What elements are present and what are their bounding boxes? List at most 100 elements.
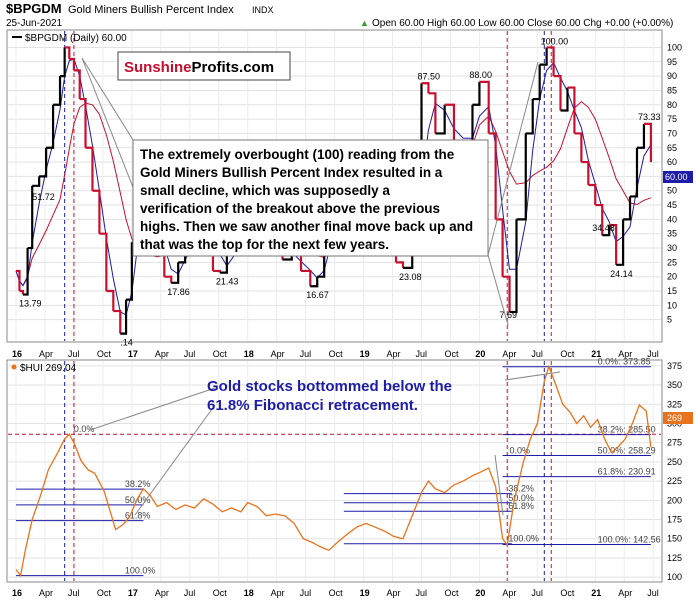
x-tick-label: Jul xyxy=(415,349,427,359)
x-tick-label: Oct xyxy=(560,588,575,598)
x-tick-label: Apr xyxy=(387,349,401,359)
y-tick-label: 150 xyxy=(667,534,682,544)
x-tick-label: 20 xyxy=(475,349,485,359)
value-label: 34.48 xyxy=(592,223,615,233)
y-tick-label: 225 xyxy=(667,476,682,486)
x-tick-label: Jul xyxy=(184,588,196,598)
bp-segment xyxy=(574,132,583,163)
x-tick-label: 17 xyxy=(128,349,138,359)
y-tick-label: 350 xyxy=(667,380,682,390)
x-tick-label: Jul xyxy=(68,349,80,359)
bp-segment xyxy=(495,218,504,277)
fib-label: 50.0% xyxy=(508,493,534,503)
bottom-panel-grid xyxy=(8,361,661,581)
symbol-title: $BPGDM xyxy=(6,1,62,16)
x-tick-label: 18 xyxy=(244,588,254,598)
bp-segment xyxy=(567,86,576,134)
x-tick-label: 17 xyxy=(128,588,138,598)
bp-segment xyxy=(120,299,128,335)
value-label: 7.69 xyxy=(500,310,518,320)
top-legend-label: $BPGDM (Daily) 60.00 xyxy=(25,33,127,44)
y-tick-label: 35 xyxy=(667,229,677,239)
x-tick-label: Oct xyxy=(97,349,112,359)
bottom-current-marker: 269 xyxy=(663,412,693,424)
x-tick-label: Oct xyxy=(97,588,112,598)
value-label: 21.43 xyxy=(216,277,239,287)
bp-segment xyxy=(64,46,71,59)
y-tick-label: 5 xyxy=(667,315,672,325)
current-value-tag xyxy=(663,171,693,183)
bp-segment xyxy=(421,82,430,94)
bottom-panel-x-axis: 16 Apr Jul Oct 17 Apr Jul Oct 18 Apr Jul Oct 19 Apr Ju… xyxy=(12,588,659,598)
bp-segment xyxy=(126,242,133,301)
x-tick-label: Jul xyxy=(68,588,80,598)
x-tick-label: Oct xyxy=(329,349,344,359)
bottom-panel-y-axis: 100125150175200225250275300325350375 xyxy=(667,361,682,582)
fib-label: 61.8%: 230.91 xyxy=(598,467,656,477)
bp-segment xyxy=(532,64,541,101)
bp-segment xyxy=(636,123,646,149)
y-tick-label: 100 xyxy=(667,572,682,582)
y-tick-label: 45 xyxy=(667,200,677,210)
bp-segment xyxy=(60,47,66,78)
bp-segment xyxy=(219,253,228,274)
bottom-legend-label: $HUI 269.04 xyxy=(20,363,77,374)
x-tick-label: Apr xyxy=(502,588,516,598)
y-tick-label: 175 xyxy=(667,515,682,525)
x-tick-label: Jul xyxy=(415,588,427,598)
legend-swatch xyxy=(11,364,17,370)
bp-segment xyxy=(301,269,312,287)
fib-label: 38.2% xyxy=(508,484,534,494)
bp-segment xyxy=(16,269,21,292)
current-value-tag xyxy=(663,412,693,424)
hui-price-line xyxy=(15,364,652,578)
x-tick-label: Jul xyxy=(647,349,659,359)
fib-label: 61.8% xyxy=(508,501,534,511)
top-current-marker: 60.00 xyxy=(663,171,693,183)
bp-segment xyxy=(106,289,115,312)
value-label: 88.00 xyxy=(469,70,492,80)
bp-segment xyxy=(32,176,41,187)
bp-segment xyxy=(553,75,562,111)
bp-segment xyxy=(588,183,597,206)
x-tick-label: Jul xyxy=(647,588,659,598)
y-tick-label: 90 xyxy=(667,71,677,81)
exchange-label: INDX xyxy=(252,5,274,15)
bp-segment xyxy=(488,132,497,220)
bp-segment xyxy=(546,46,555,77)
x-tick-label: 21 xyxy=(591,349,601,359)
bottom-panel-legend: $HUI 269.04 xyxy=(11,363,77,374)
fibonacci-annotation: Gold stocks bottommed below the 61.8% Fib… xyxy=(207,378,452,414)
index-name: Gold Miners Bullish Percent Index xyxy=(68,4,234,16)
y-tick-label: 250 xyxy=(667,457,682,467)
bp-segment xyxy=(22,248,29,296)
value-label: 16.67 xyxy=(306,290,329,300)
fib-label: 61.8% xyxy=(125,511,151,521)
fib-label: 38.2% xyxy=(125,479,151,489)
y-tick-label: 100 xyxy=(667,42,682,52)
x-tick-label: 16 xyxy=(12,588,22,598)
value-label: 24.14 xyxy=(610,269,633,279)
y-tick-label: 40 xyxy=(667,214,677,224)
short-moving-average-line xyxy=(15,58,652,316)
y-tick-label: 125 xyxy=(667,553,682,563)
fib-label: 0.0% xyxy=(510,446,531,456)
bp-segment xyxy=(444,103,456,148)
current-value-text: 60.00 xyxy=(665,172,688,182)
fib-label: 100.0%: 142.56 xyxy=(598,534,661,544)
top-panel-y-axis: 5101520253035404550556065707580859095100 xyxy=(667,42,682,324)
fib-label: 100.0% xyxy=(125,566,156,576)
fib-label: 50.0%: 258.29 xyxy=(598,446,656,456)
value-label: .14 xyxy=(120,338,133,348)
y-tick-label: 80 xyxy=(667,100,677,110)
bp-segment xyxy=(396,261,405,268)
fib-label: 0.0% xyxy=(74,424,95,434)
y-tick-label: 10 xyxy=(667,300,677,310)
bp-segment xyxy=(581,160,590,185)
bp-segment xyxy=(85,146,94,191)
value-label: 23.08 xyxy=(399,272,422,282)
y-tick-label: 200 xyxy=(667,495,682,505)
x-tick-label: Jul xyxy=(300,349,312,359)
bp-segment xyxy=(92,189,101,234)
bp-segment xyxy=(472,81,481,106)
